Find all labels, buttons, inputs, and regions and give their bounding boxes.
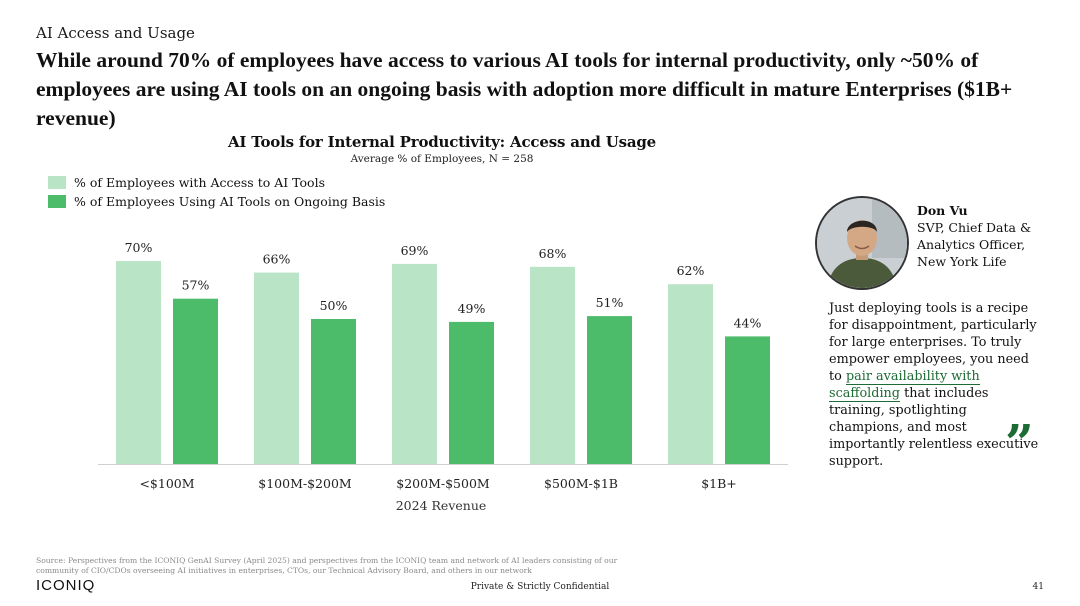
legend-item-usage: % of Employees Using AI Tools on Ongoing…	[48, 192, 385, 211]
data-label-access-2: 69%	[401, 243, 429, 258]
x-tick-label-2: $200M-$500M	[396, 476, 490, 491]
data-label-usage-3: 51%	[596, 295, 624, 310]
chart-title: AI Tools for Internal Productivity: Acce…	[227, 133, 657, 151]
speaker-info: Don Vu SVP, Chief Data & Analytics Offic…	[917, 202, 1047, 270]
data-label-access-3: 68%	[539, 246, 567, 261]
data-label-access-1: 66%	[263, 252, 291, 267]
bar-usage-2	[449, 321, 494, 464]
avatar	[815, 196, 909, 290]
x-axis-label: 2024 Revenue	[396, 498, 487, 513]
data-label-usage-4: 44%	[734, 315, 762, 330]
legend-label-usage: % of Employees Using AI Tools on Ongoing…	[74, 194, 386, 209]
speaker-title-line2: Analytics Officer,	[917, 237, 1026, 252]
legend: % of Employees with Access to AI Tools %…	[48, 173, 385, 211]
quote-mark-icon: ”	[1005, 413, 1034, 472]
speaker-title-line1: SVP, Chief Data &	[917, 220, 1032, 235]
quote-text: Just deploying tools is a recipe for dis…	[829, 300, 1041, 470]
iconiq-logo: ICONIQ	[36, 577, 96, 594]
legend-label-access: % of Employees with Access to AI Tools	[74, 175, 325, 190]
quote-text-before: Just deploying tools is a recipe for dis…	[829, 301, 1037, 384]
bar-access-2	[392, 263, 437, 464]
quote-text-after: that includes training, spotlighting cha…	[829, 386, 1039, 469]
bar-usage-1	[311, 319, 356, 464]
portrait-icon	[817, 198, 907, 288]
bar-usage-3	[587, 316, 632, 464]
x-tick-label-0: <$100M	[139, 476, 194, 491]
bar-access-0	[116, 261, 161, 464]
legend-item-access: % of Employees with Access to AI Tools	[48, 173, 385, 192]
data-label-usage-1: 50%	[320, 298, 348, 313]
bar-access-1	[254, 272, 299, 464]
speaker-title-line3: New York Life	[917, 254, 1007, 269]
page-number: 41	[1032, 582, 1044, 592]
data-label-usage-0: 57%	[182, 278, 210, 293]
confidential-label: Private & Strictly Confidential	[470, 582, 610, 592]
data-label-access-4: 62%	[677, 263, 705, 278]
headline: While around 70% of employees have acces…	[36, 48, 1013, 130]
bar-chart: 70% 57% <$100M 66% 50% $100M-$200M 69% 49% $200M…	[98, 240, 788, 513]
data-label-usage-2: 49%	[458, 301, 486, 316]
bar-access-3	[530, 266, 575, 464]
x-tick-label-1: $100M-$200M	[258, 476, 352, 491]
quote-highlight: pair availability with scaffolding	[829, 369, 980, 402]
speaker-name: Don Vu	[917, 203, 968, 218]
legend-swatch-access	[48, 176, 66, 189]
bar-usage-0	[173, 298, 218, 464]
eyebrow: AI Access and Usage	[36, 24, 195, 42]
data-label-access-0: 70%	[125, 240, 153, 255]
x-tick-label-3: $500M-$1B	[544, 476, 618, 491]
chart-subtitle: Average % of Employees, N = 258	[350, 153, 534, 165]
source-note: Source: Perspectives from the ICONIQ Gen…	[36, 556, 618, 575]
legend-swatch-usage	[48, 195, 66, 208]
bar-access-4	[668, 284, 713, 464]
bar-usage-4	[725, 336, 770, 464]
x-tick-label-4: $1B+	[701, 476, 737, 491]
